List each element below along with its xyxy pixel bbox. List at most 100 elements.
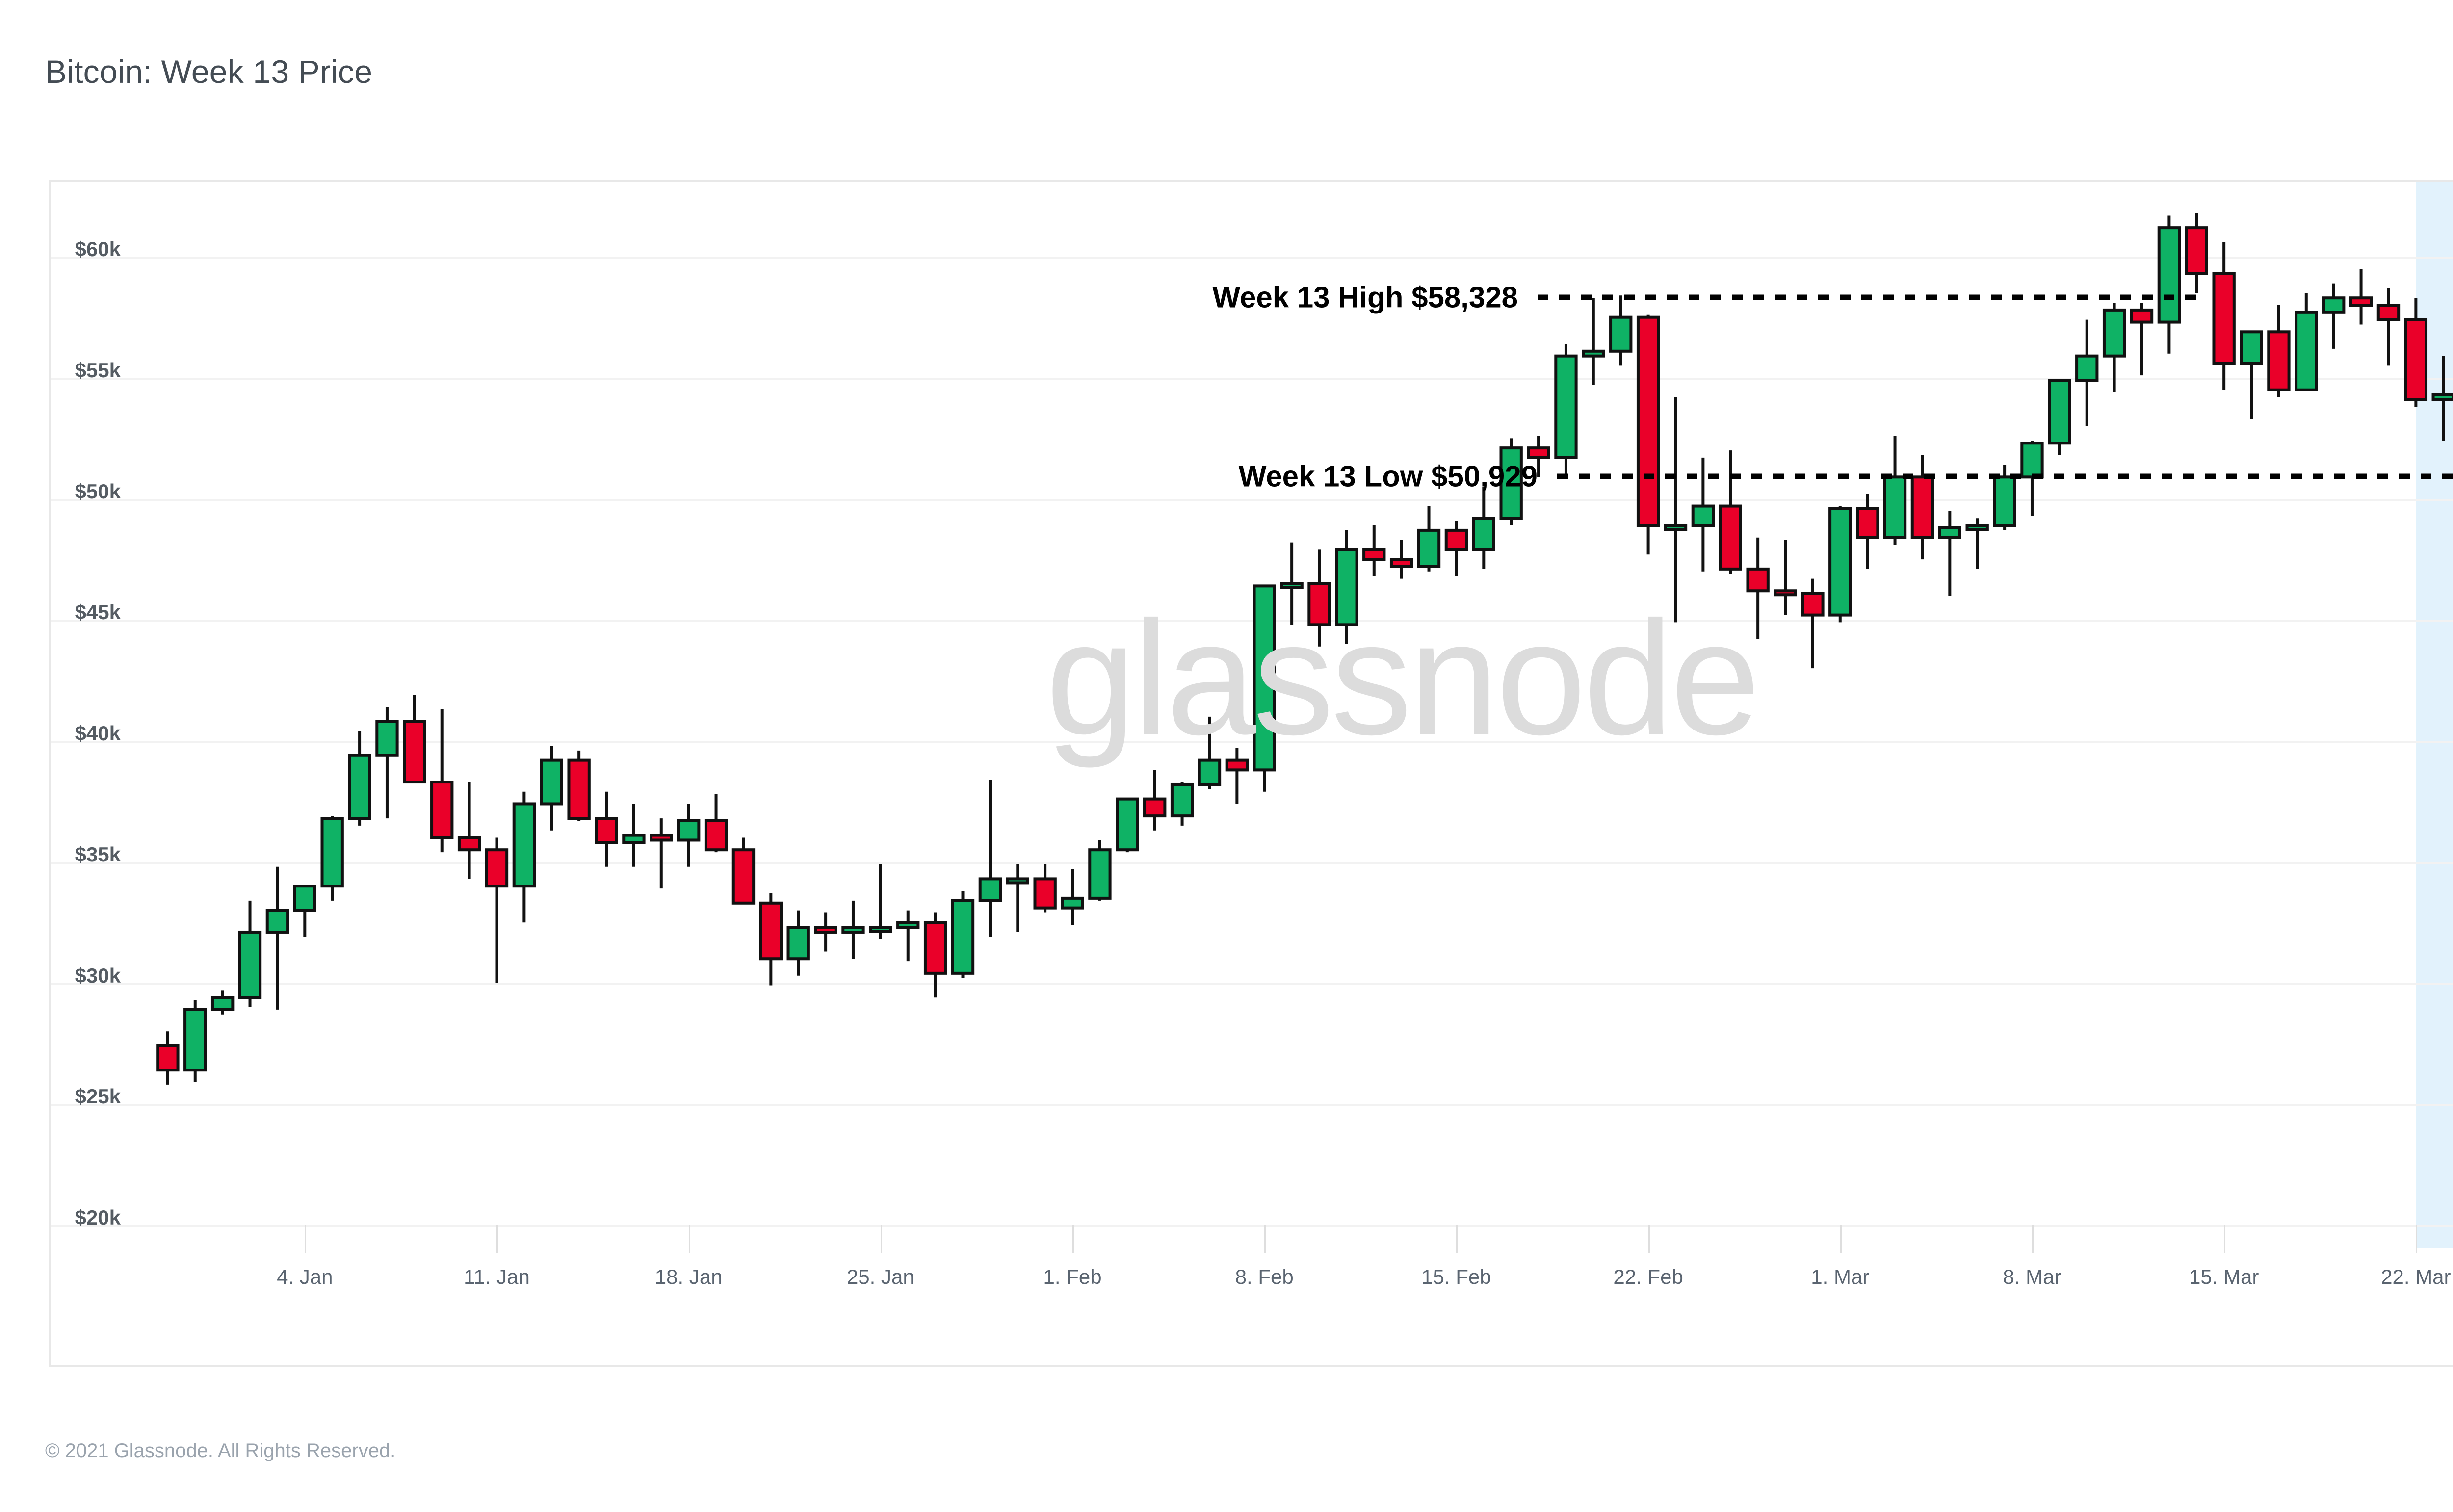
candlestick bbox=[2185, 213, 2208, 293]
candlestick bbox=[1362, 525, 1386, 576]
candlestick bbox=[2349, 269, 2373, 325]
candlestick bbox=[1855, 494, 1879, 569]
candlestick bbox=[1389, 540, 1413, 579]
candlestick bbox=[1582, 298, 1605, 385]
candlestick bbox=[1335, 530, 1358, 644]
gridline bbox=[51, 983, 2453, 985]
candlestick bbox=[1609, 295, 1633, 366]
candlestick bbox=[1801, 578, 1825, 669]
week-13-high-label: Week 13 High $58,328 bbox=[1212, 281, 1518, 314]
x-axis-tick-label: 22. Mar bbox=[2381, 1265, 2451, 1288]
candlestick bbox=[1774, 540, 1797, 615]
candlestick bbox=[759, 893, 783, 986]
candlestick bbox=[2212, 242, 2236, 390]
candlestick bbox=[2048, 378, 2071, 455]
candlestick bbox=[1143, 770, 1167, 831]
candlestick bbox=[2376, 288, 2401, 366]
candlestick bbox=[156, 1031, 180, 1085]
candlestick bbox=[2240, 330, 2263, 419]
candlestick bbox=[951, 891, 975, 978]
x-axis-tick-mark bbox=[1456, 1225, 1458, 1253]
candlestick bbox=[1033, 864, 1057, 913]
candlestick bbox=[731, 837, 756, 905]
y-axis-tick-label: $40k bbox=[75, 722, 121, 745]
candlestick bbox=[978, 780, 1002, 937]
candlestick bbox=[2102, 303, 2126, 392]
x-axis-tick-mark bbox=[1264, 1225, 1266, 1253]
candlestick bbox=[1253, 584, 1276, 792]
candlestick bbox=[1965, 518, 1989, 569]
candlestick bbox=[896, 910, 920, 962]
candlestick-series bbox=[156, 213, 2453, 1085]
x-axis-tick-mark bbox=[2416, 1225, 2418, 1253]
week-13-low-line bbox=[1557, 473, 2453, 479]
candlestick bbox=[403, 695, 426, 784]
x-axis-tick-mark bbox=[1648, 1225, 1650, 1253]
y-axis-tick-label: $20k bbox=[75, 1206, 121, 1229]
candlestick bbox=[2130, 303, 2154, 376]
candlestick bbox=[1417, 506, 1441, 572]
x-axis-tick-label: 15. Feb bbox=[1421, 1265, 1491, 1288]
candlestick bbox=[677, 804, 701, 867]
x-axis-tick-mark bbox=[688, 1225, 690, 1253]
candlestick bbox=[1088, 840, 1112, 901]
candlestick bbox=[1910, 455, 1934, 560]
x-axis-tick-mark bbox=[1840, 1225, 1842, 1253]
candlestick bbox=[1527, 436, 1550, 477]
candlestick bbox=[348, 731, 371, 826]
x-axis-tick-label: 1. Mar bbox=[1811, 1265, 1870, 1288]
page-title: Bitcoin: Week 13 Price bbox=[45, 53, 373, 90]
candlestick bbox=[1170, 782, 1194, 826]
y-axis-tick-label: $55k bbox=[75, 359, 121, 382]
y-axis-tick-label: $25k bbox=[75, 1085, 121, 1108]
gridline bbox=[51, 620, 2453, 622]
x-axis-tick-label: 18. Jan bbox=[654, 1265, 723, 1288]
candlestick bbox=[375, 707, 399, 819]
candlestick bbox=[430, 709, 454, 853]
gridline bbox=[51, 378, 2453, 380]
candlestick bbox=[1636, 314, 1660, 555]
candlestick bbox=[183, 1000, 207, 1082]
y-axis-tick-label: $35k bbox=[75, 842, 121, 866]
candlestick bbox=[1499, 438, 1523, 526]
x-axis-tick-mark bbox=[880, 1225, 882, 1253]
footer-copyright: © 2021 Glassnode. All Rights Reserved. bbox=[45, 1440, 396, 1461]
candlestick bbox=[485, 837, 509, 983]
week-13-high-line bbox=[1538, 294, 2197, 300]
candlestick bbox=[457, 782, 481, 879]
candlestick bbox=[2157, 215, 2181, 354]
gridline bbox=[51, 257, 2453, 259]
candlestick bbox=[814, 912, 837, 952]
candlestick bbox=[265, 866, 289, 1010]
gridline bbox=[51, 741, 2453, 743]
y-axis-tick-label: $50k bbox=[75, 479, 121, 503]
candlestick bbox=[2267, 305, 2291, 397]
gridline bbox=[51, 1104, 2453, 1106]
candlestick bbox=[2431, 356, 2453, 441]
candlestick bbox=[293, 885, 316, 937]
candlestick bbox=[1280, 542, 1304, 625]
candlestick bbox=[2404, 298, 2428, 407]
x-axis-tick-label: 11. Jan bbox=[464, 1265, 530, 1288]
candlestick bbox=[567, 750, 591, 821]
chart-panel: glassnode Week 13 High $58,328 Week 13 Lo… bbox=[49, 180, 2453, 1367]
x-axis-tick-mark bbox=[2032, 1225, 2034, 1253]
x-axis-tick-label: 8. Mar bbox=[2003, 1265, 2062, 1288]
candlestick bbox=[1444, 521, 1468, 576]
candlestick bbox=[210, 990, 235, 1015]
candlestick bbox=[1307, 549, 1331, 647]
candlestick bbox=[512, 791, 536, 923]
x-axis-tick-label: 15. Mar bbox=[2189, 1265, 2259, 1288]
candlestick bbox=[1828, 506, 1852, 623]
candlestick bbox=[320, 816, 344, 901]
candlestick bbox=[622, 804, 646, 867]
y-axis-tick-label: $45k bbox=[75, 600, 121, 624]
candlestick bbox=[1225, 748, 1249, 804]
candlestick bbox=[1116, 797, 1139, 853]
candlestick bbox=[1198, 716, 1222, 789]
candlestick bbox=[786, 910, 810, 976]
x-axis-tick-mark bbox=[1072, 1225, 1074, 1253]
candlestick bbox=[1883, 436, 1907, 545]
week-13-low-label: Week 13 Low $50,929 bbox=[1238, 460, 1538, 493]
candlestick bbox=[650, 818, 673, 889]
